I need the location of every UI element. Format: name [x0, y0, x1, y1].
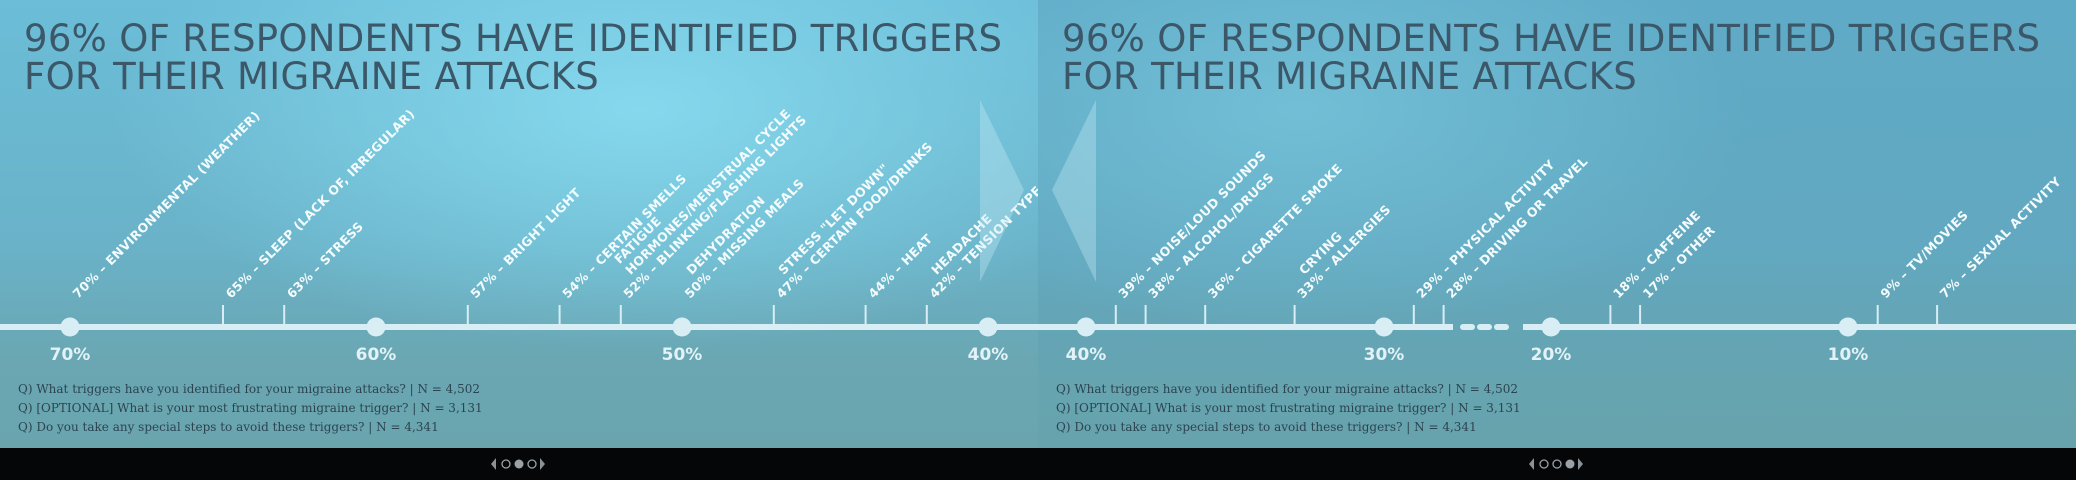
survey-questions: Q) What triggers have you identified for… [18, 380, 483, 437]
item-label: 7% – SEXUAL ACTIVITY [1937, 173, 2065, 301]
item-label: 28% – DRIVING OR TRAVEL [1443, 154, 1590, 301]
major-tick-marker [672, 317, 692, 337]
footer-bar [0, 448, 2076, 480]
major-tick-marker [366, 317, 386, 337]
item-label: 29% – PHYSICAL ACTIVITY [1413, 156, 1558, 301]
chart-panel-right: 96% OF RESPONDENTS HAVE IDENTIFIED TRIGG… [1038, 0, 2076, 448]
survey-question: Q) What triggers have you identified for… [1056, 382, 1519, 396]
major-tick-label: 20% [1531, 345, 1572, 365]
item-label-group: 29% – PHYSICAL ACTIVITY [1413, 156, 1558, 301]
pager-dot[interactable] [1552, 459, 1562, 469]
slide-pager [491, 458, 545, 470]
item-label-group: 7% – SEXUAL ACTIVITY [1937, 173, 2065, 301]
timeline-chart: 70% 60% 50% 40% 70% – ENVIRONMENTAL (WEATHER… [0, 106, 1038, 365]
major-tick-label: 30% [1364, 345, 1405, 365]
chevron-right-icon [980, 100, 1024, 282]
chart-panel-left: 96% OF RESPONDENTS HAVE IDENTIFIED TRIGG… [0, 0, 1038, 448]
pager-dot[interactable] [527, 459, 537, 469]
major-tick-marker [1076, 317, 1096, 337]
major-tick-marker [1541, 317, 1561, 337]
major-tick-marker [978, 317, 998, 337]
item-label-group: 44% – HEAT [865, 231, 935, 301]
major-tick-marker [1838, 317, 1858, 337]
chevron-left-icon [1052, 100, 1096, 282]
major-tick-label: 60% [356, 345, 397, 365]
item-label: 70% – ENVIRONMENTAL (WEATHER) [70, 108, 263, 301]
item-label-group: 39% – NOISE/LOUD SOUNDS [1115, 147, 1269, 301]
chevron-left-icon[interactable] [491, 458, 496, 470]
item-label: 39% – NOISE/LOUD SOUNDS [1115, 147, 1269, 301]
pager-dot[interactable] [501, 459, 511, 469]
survey-question: Q) [OPTIONAL] What is your most frustrat… [1056, 401, 1521, 415]
pager-dot-active[interactable] [514, 459, 524, 469]
item-label: 44% – HEAT [865, 231, 935, 301]
survey-question: Q) Do you take any special steps to avoi… [18, 420, 439, 434]
next-slide-arrow[interactable] [980, 0, 1038, 448]
chevron-left-icon[interactable] [1529, 458, 1534, 470]
major-tick-marker [60, 317, 80, 337]
chevron-right-icon[interactable] [1578, 458, 1583, 470]
item-label-group: 28% – DRIVING OR TRAVEL [1443, 154, 1590, 301]
major-tick-label: 40% [1066, 345, 1107, 365]
pager-dot-active[interactable] [1565, 459, 1575, 469]
item-label: 38% – ALCOHOL/DRUGS [1145, 170, 1277, 302]
slide-pager [1529, 458, 1583, 470]
survey-questions: Q) What triggers have you identified for… [1056, 380, 1521, 437]
item-label-group: 38% – ALCOHOL/DRUGS [1145, 170, 1277, 302]
major-tick-label: 10% [1828, 345, 1869, 365]
survey-question: Q) [OPTIONAL] What is your most frustrat… [18, 401, 483, 415]
major-tick-label: 50% [662, 345, 703, 365]
chevron-right-icon[interactable] [540, 458, 545, 470]
chart-title: 96% OF RESPONDENTS HAVE IDENTIFIED TRIGG… [24, 17, 1003, 98]
survey-question: Q) Do you take any special steps to avoi… [1056, 420, 1477, 434]
major-tick-marker [1374, 317, 1394, 337]
item-label: 47% – CERTAIN FOOD/DRINKS [773, 139, 935, 301]
previous-slide-arrow[interactable] [1038, 0, 1096, 448]
major-tick-label: 40% [968, 345, 1009, 365]
item-label: 33% – ALLERGIES [1294, 202, 1393, 301]
pager-dot[interactable] [1539, 459, 1549, 469]
major-tick-label: 70% [50, 345, 91, 365]
item-label-group: 70% – ENVIRONMENTAL (WEATHER) [70, 108, 263, 301]
chart-title: 96% OF RESPONDENTS HAVE IDENTIFIED TRIGG… [1062, 17, 2041, 98]
survey-question: Q) What triggers have you identified for… [18, 382, 481, 396]
